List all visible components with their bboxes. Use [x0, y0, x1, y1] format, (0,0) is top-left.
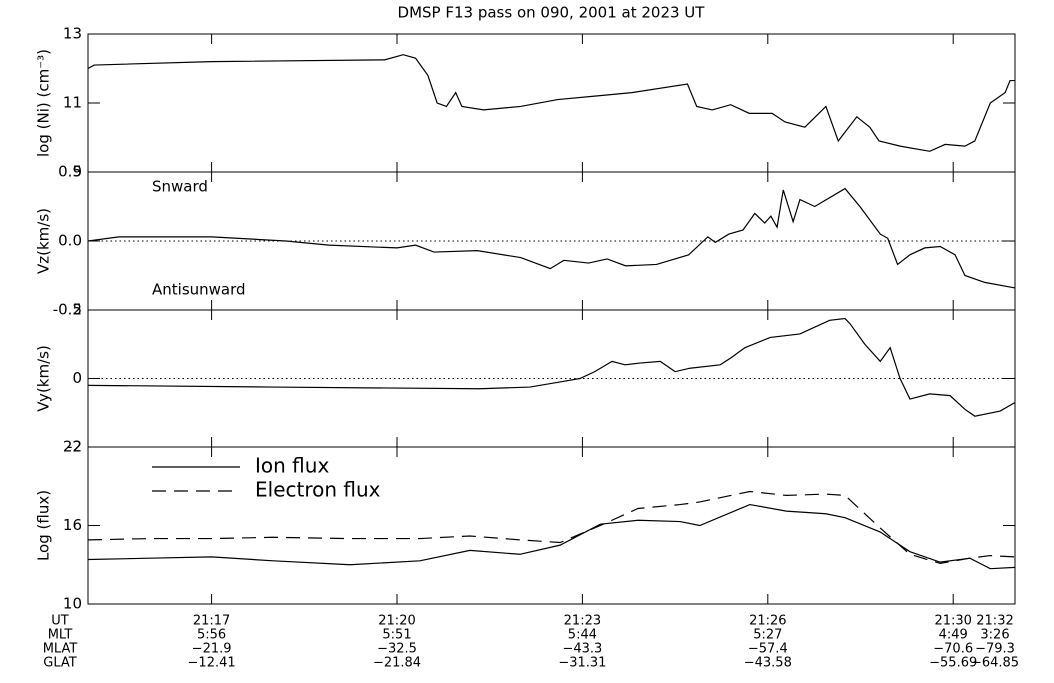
y-tick-label: 22 [63, 438, 82, 456]
row-value: −21.9 [192, 642, 232, 657]
y-axis-label: Log (flux) [35, 490, 53, 561]
plot-frame [87, 33, 1016, 173]
row-label: UT [51, 614, 69, 629]
plot-frame [87, 446, 1016, 605]
row-value: 5:51 [382, 628, 411, 643]
x-tick-label: 21:17 [193, 614, 230, 629]
row-value: −55.69 [929, 656, 977, 671]
y-tick-label: 10 [63, 595, 82, 613]
row-value: −31.31 [558, 656, 606, 671]
row-label: MLT [48, 628, 73, 643]
row-value: −64.85 [971, 656, 1019, 671]
x-tick-label: 21:32 [976, 614, 1013, 629]
row-value: −21.84 [373, 656, 421, 671]
y-tick-label: 11 [63, 94, 82, 112]
data-line [87, 490, 1016, 565]
row-value: −70.6 [933, 642, 973, 657]
y-tick-label: 0 [72, 369, 82, 387]
y-tick-label: 2 [72, 301, 82, 319]
legend-label: Electron flux [255, 478, 381, 502]
y-tick-label: 0.0 [58, 232, 82, 250]
row-value: −57.4 [748, 642, 788, 657]
data-line [87, 317, 1016, 417]
x-tick-label: 21:26 [749, 614, 786, 629]
y-axis-label: Vz(km/s) [35, 208, 53, 274]
x-tick-label: 21:30 [934, 614, 971, 629]
data-line [87, 503, 1016, 570]
y-tick-label: 13 [63, 25, 82, 43]
y-tick-label: -2 [67, 438, 82, 456]
data-line [87, 187, 1016, 289]
x-tick-label: 21:23 [564, 614, 601, 629]
y-tick-label: 9 [72, 163, 82, 181]
row-value: 4:49 [939, 628, 968, 643]
row-value: 5:44 [568, 628, 597, 643]
row-label: GLAT [43, 656, 76, 671]
y-tick-label: 16 [63, 516, 82, 534]
annotation: Antisunward [152, 281, 246, 299]
y-tick-label: 0.5 [58, 163, 82, 181]
row-value: −79.3 [975, 642, 1015, 657]
row-value: −43.58 [744, 656, 792, 671]
x-tick-label: 21:20 [378, 614, 415, 629]
y-axis-label: Vy(km/s) [35, 345, 53, 412]
y-tick-label: -0.5 [53, 301, 82, 319]
row-value: −12.41 [188, 656, 236, 671]
annotation: Snward [152, 178, 208, 196]
row-value: 5:56 [197, 628, 226, 643]
chart-title: DMSP F13 pass on 090, 2001 at 2023 UT [398, 4, 706, 22]
legend-label: Ion flux [255, 454, 329, 478]
row-value: 3:26 [980, 628, 1009, 643]
row-value: −43.3 [562, 642, 602, 657]
row-label: MLAT [43, 642, 78, 657]
row-value: −32.5 [377, 642, 417, 657]
y-axis-label: log (Ni) (cm⁻³) [35, 49, 53, 157]
row-value: 5:27 [753, 628, 782, 643]
data-line [87, 54, 1015, 152]
